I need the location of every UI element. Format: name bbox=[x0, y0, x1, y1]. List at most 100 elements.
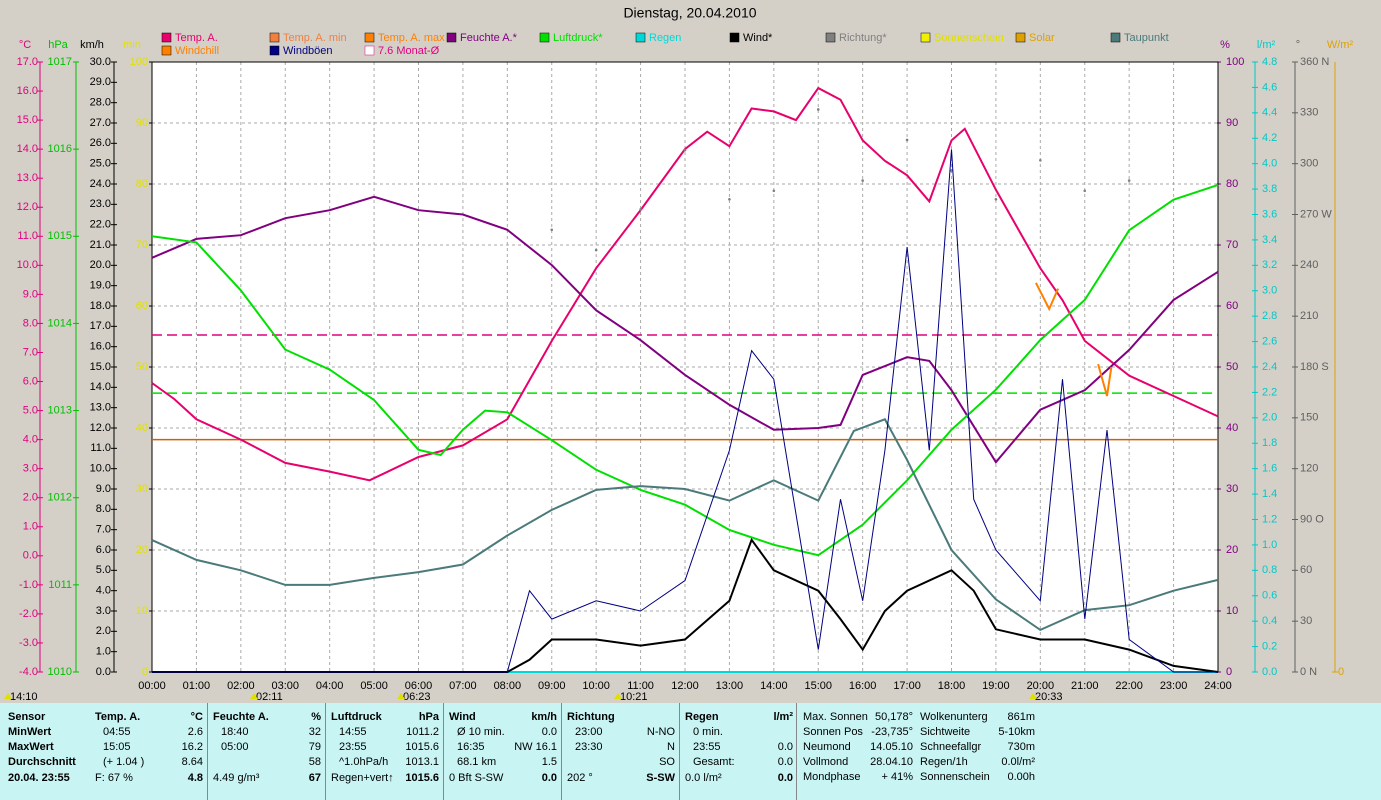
legend-swatch bbox=[269, 32, 280, 43]
y-tick-label: 3.6 bbox=[1262, 208, 1277, 220]
section-unit: km/h bbox=[531, 711, 557, 723]
x-tick-label: 00:00 bbox=[138, 680, 166, 692]
stat-value: 79 bbox=[308, 741, 321, 753]
y-tick-label: 0 bbox=[142, 666, 148, 678]
direction-dot bbox=[861, 179, 864, 182]
axis-title: hPa bbox=[48, 39, 68, 51]
section-title: Feuchte A. bbox=[213, 711, 269, 723]
marker-icon bbox=[4, 693, 12, 699]
info-label: Neumond bbox=[803, 741, 851, 753]
x-tick-label: 17:00 bbox=[893, 680, 921, 692]
y-tick-label: 7.0 bbox=[96, 524, 111, 536]
x-tick-label: 06:00 bbox=[405, 680, 433, 692]
section-unit: hPa bbox=[418, 711, 439, 723]
info-value: 28.04.10 bbox=[870, 756, 913, 768]
legend-swatch bbox=[729, 32, 740, 43]
series-line bbox=[151, 418, 1219, 632]
y-tick-label: 180 S bbox=[1300, 361, 1329, 373]
y-tick-label: 80 bbox=[1226, 178, 1238, 190]
info-value: + 41% bbox=[881, 771, 914, 783]
stat-value: 58 bbox=[308, 756, 321, 768]
y-tick-label: 3.0 bbox=[23, 463, 38, 475]
section-unit: °C bbox=[190, 711, 203, 723]
stat-label: Regen+vert↑ bbox=[331, 772, 394, 784]
direction-dot bbox=[683, 148, 687, 152]
y-tick-label: 100 bbox=[1226, 56, 1244, 68]
y-tick-label: 20 bbox=[136, 544, 148, 556]
stat-value: 2.6 bbox=[187, 726, 203, 738]
y-tick-label: 1.4 bbox=[1262, 488, 1277, 500]
legend-label: Regen bbox=[649, 32, 681, 44]
y-tick-label: 50 bbox=[1226, 361, 1238, 373]
info-value: 730m bbox=[1007, 741, 1035, 753]
y-tick-label: 10.0 bbox=[90, 463, 111, 475]
y-tick-label: 1.6 bbox=[1262, 463, 1277, 475]
y-tick-label: 10.0 bbox=[17, 259, 38, 271]
y-tick-label: 26.0 bbox=[90, 137, 111, 149]
stat-label: Gesamt: bbox=[693, 756, 735, 768]
y-tick-label: 1014 bbox=[48, 317, 72, 329]
y-tick-label: 0.2 bbox=[1262, 640, 1277, 652]
section-unit: l/m² bbox=[773, 711, 793, 723]
info-value: 5-10km bbox=[998, 726, 1035, 738]
y-tick-label: 1.2 bbox=[1262, 513, 1277, 525]
y-tick-label: 19.0 bbox=[90, 280, 111, 292]
y-tick-label: 12.0 bbox=[90, 422, 111, 434]
y-tick-label: 10 bbox=[136, 605, 148, 617]
section-title: Richtung bbox=[567, 711, 615, 723]
y-tick-label: 0.4 bbox=[1262, 615, 1277, 627]
info-value: -23,735° bbox=[871, 726, 913, 738]
section-unit: % bbox=[311, 711, 321, 723]
y-tick-label: -4.0 bbox=[19, 666, 38, 678]
row-label: 20.04. 23:55 bbox=[8, 772, 70, 784]
y-tick-label: 18.0 bbox=[90, 300, 111, 312]
direction-dot bbox=[994, 197, 998, 201]
y-tick-label: 4.2 bbox=[1262, 132, 1277, 144]
y-tick-label: 1017 bbox=[48, 56, 72, 68]
stat-value: 8.64 bbox=[181, 756, 203, 768]
x-tick-label: 22:00 bbox=[1115, 680, 1143, 692]
legend-swatch bbox=[635, 32, 646, 43]
y-tick-label: 1010 bbox=[48, 666, 72, 678]
y-tick-label: 60 bbox=[1226, 300, 1238, 312]
axis-title: km/h bbox=[80, 39, 104, 51]
y-tick-label: 13.0 bbox=[90, 402, 111, 414]
y-tick-label: 90 bbox=[1226, 117, 1238, 129]
y-tick-label: 1.0 bbox=[23, 521, 38, 533]
series-line bbox=[151, 183, 1219, 557]
row-label: MinWert bbox=[8, 726, 52, 738]
y-tick-label: 2.2 bbox=[1262, 386, 1277, 398]
y-tick-label: 2.8 bbox=[1262, 310, 1277, 322]
stat-value: NW 16.1 bbox=[514, 741, 557, 753]
y-tick-label: 9.0 bbox=[23, 288, 38, 300]
y-tick-label: 9.0 bbox=[96, 483, 111, 495]
stat-label: 0 Bft S-SW bbox=[449, 772, 504, 784]
x-tick-label: 12:00 bbox=[671, 680, 699, 692]
direction-dot bbox=[594, 248, 598, 252]
x-tick-label: 14:00 bbox=[760, 680, 788, 692]
separator bbox=[207, 703, 208, 800]
section-title: Luftdruck bbox=[331, 711, 382, 723]
y-tick-label: 0.0 bbox=[1262, 666, 1277, 678]
y-tick-label: 12.0 bbox=[17, 201, 38, 213]
x-tick-label: 08:00 bbox=[494, 680, 522, 692]
marker-icon bbox=[1029, 693, 1037, 699]
y-tick-label: 330 bbox=[1300, 107, 1318, 119]
stat-value: 4.8 bbox=[187, 772, 203, 784]
legend-label: Taupunkt bbox=[1124, 32, 1169, 44]
direction-dot bbox=[728, 197, 731, 201]
stat-value: 32 bbox=[308, 726, 321, 738]
y-tick-label: 27.0 bbox=[90, 117, 111, 129]
info-label: Sichtweite bbox=[920, 726, 971, 738]
y-tick-label: 1016 bbox=[48, 143, 72, 155]
legend-label: Richtung* bbox=[839, 32, 887, 44]
stat-value: 1013.1 bbox=[405, 756, 439, 768]
x-tick-label: 03:00 bbox=[271, 680, 299, 692]
stat-value: 1015.6 bbox=[405, 772, 439, 784]
axis-title: % bbox=[1220, 39, 1230, 51]
y-tick-label: 0.6 bbox=[1262, 590, 1277, 602]
y-tick-label: 11.0 bbox=[17, 230, 38, 242]
y-tick-label: 1012 bbox=[48, 492, 72, 504]
y-tick-label: 90 O bbox=[1300, 513, 1324, 525]
